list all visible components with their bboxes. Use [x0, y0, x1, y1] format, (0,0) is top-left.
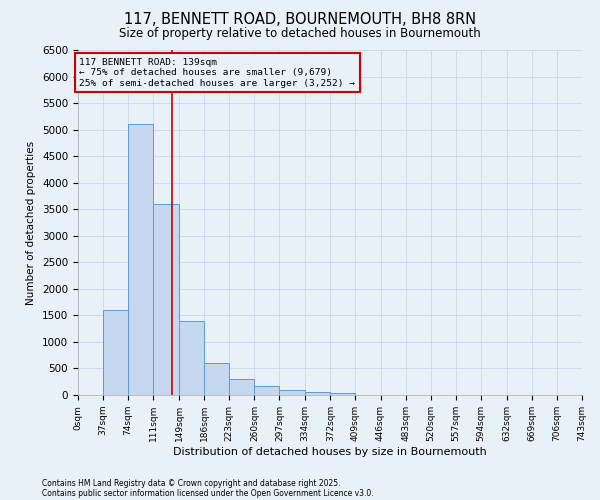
Bar — [153, 204, 179, 395]
Bar — [305, 392, 331, 395]
Text: Contains public sector information licensed under the Open Government Licence v3: Contains public sector information licen… — [42, 488, 374, 498]
Bar — [280, 390, 305, 395]
Text: 117 BENNETT ROAD: 139sqm
← 75% of detached houses are smaller (9,679)
25% of sem: 117 BENNETT ROAD: 139sqm ← 75% of detach… — [79, 58, 355, 88]
Bar — [128, 124, 153, 395]
Bar — [229, 379, 254, 395]
Bar — [103, 310, 128, 395]
Bar — [331, 394, 355, 395]
Bar — [204, 363, 229, 395]
Y-axis label: Number of detached properties: Number of detached properties — [26, 140, 37, 304]
Bar — [179, 320, 204, 395]
Bar — [254, 386, 280, 395]
Text: Contains HM Land Registry data © Crown copyright and database right 2025.: Contains HM Land Registry data © Crown c… — [42, 478, 341, 488]
Text: 117, BENNETT ROAD, BOURNEMOUTH, BH8 8RN: 117, BENNETT ROAD, BOURNEMOUTH, BH8 8RN — [124, 12, 476, 28]
Text: Size of property relative to detached houses in Bournemouth: Size of property relative to detached ho… — [119, 28, 481, 40]
X-axis label: Distribution of detached houses by size in Bournemouth: Distribution of detached houses by size … — [173, 446, 487, 456]
